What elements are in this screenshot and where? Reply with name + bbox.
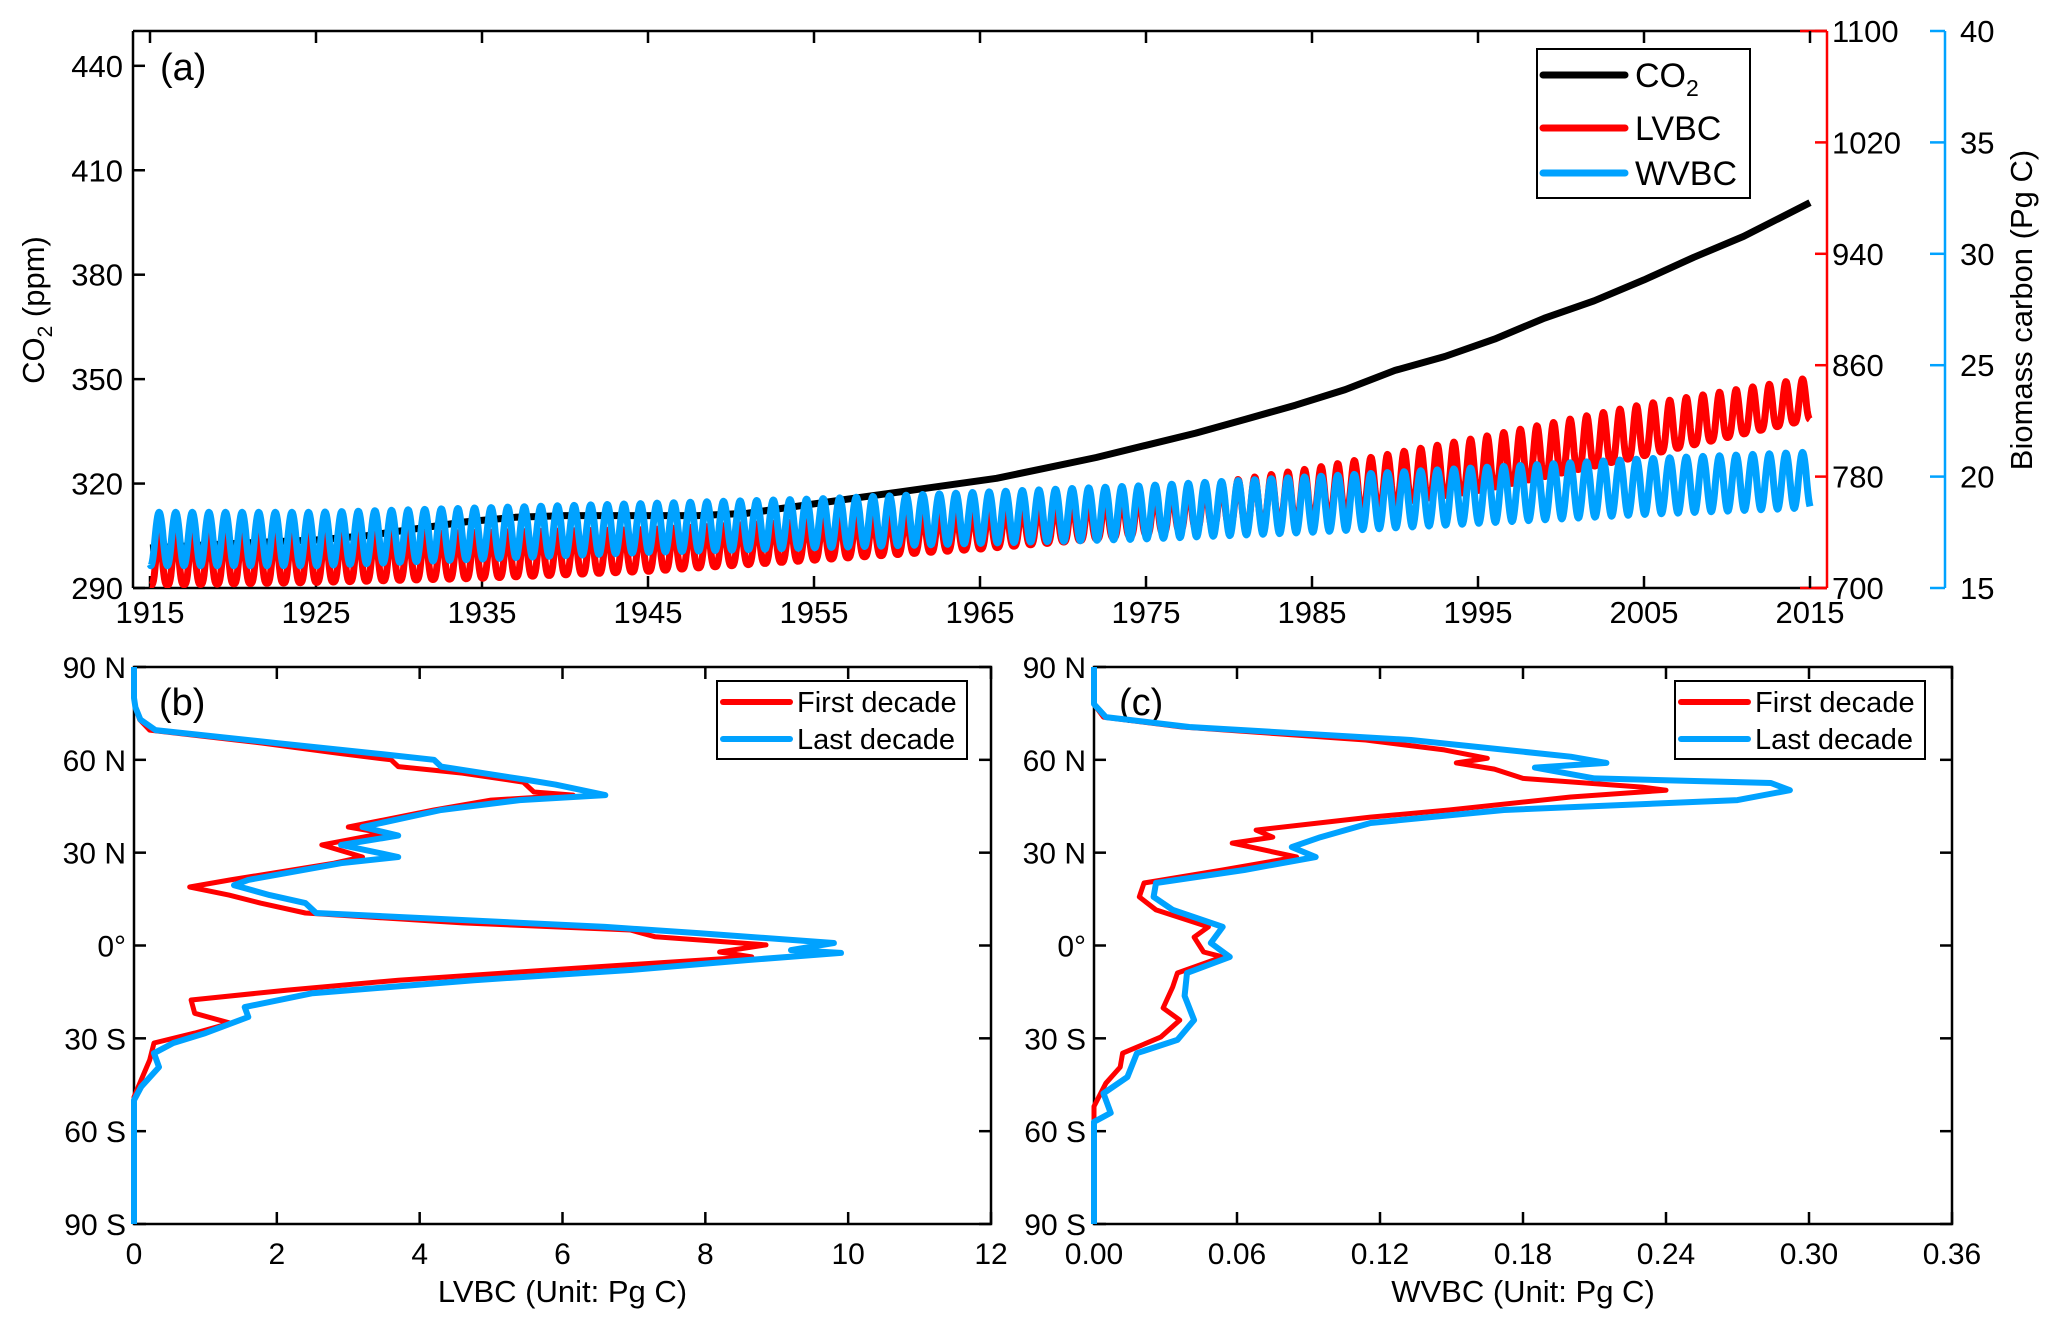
blue-y-tick-label: 35 xyxy=(1960,125,1994,160)
y-tick-label: 90 S xyxy=(64,1209,126,1242)
red-y-tick-label: 780 xyxy=(1832,460,1884,495)
legend-label-co2: CO2 xyxy=(1635,57,1699,101)
y-title-subscript: 2 xyxy=(34,326,57,338)
x-tick-label: 1985 xyxy=(1278,595,1347,630)
x-tick-label: 1975 xyxy=(1112,595,1181,630)
blue-y-tick-label: 20 xyxy=(1960,460,1994,495)
y-tick-label: 60 N xyxy=(1023,745,1086,778)
x-tick-label: 12 xyxy=(974,1238,1007,1271)
blue-y-tick-label: 30 xyxy=(1960,237,1994,272)
legend-label-wvbc: WVBC xyxy=(1635,155,1737,193)
left-y-tick-label: 410 xyxy=(71,153,123,188)
series-first-decade-line xyxy=(131,667,769,1224)
x-tick-label: 1915 xyxy=(116,595,185,630)
legend-label-subscript: 2 xyxy=(1686,75,1699,101)
panel-c-wvbc-latitude-profile: 0.00 0.06 0.12 0.18 0.24 0.30 0.36 90 S 60 S 30 S… xyxy=(1023,652,1982,1309)
x-tick-label: 2015 xyxy=(1776,595,1845,630)
legend-box xyxy=(1674,680,1926,760)
red-y-tick-label: 1100 xyxy=(1832,14,1899,49)
right-y-axis-title: Biomass carbon (Pg C) xyxy=(2004,150,2039,470)
legend-label-first-decade: First decade xyxy=(797,687,957,719)
panel-a-co2-biomass-timeseries: 1915 1925 1935 1945 1955 1965 1975 1985 1995 2005… xyxy=(16,14,2039,630)
series-last-decade-line xyxy=(1091,667,1793,1224)
legend-label-lvbc: LVBC xyxy=(1635,110,1721,148)
x-tick-label: 2005 xyxy=(1610,595,1679,630)
x-tick-label: 10 xyxy=(831,1238,864,1271)
legend: CO2 LVBC WVBC xyxy=(1536,48,1751,199)
x-axis-title: WVBC (Unit: Pg C) xyxy=(1391,1274,1655,1309)
x-tick-label: 0.24 xyxy=(1637,1238,1695,1271)
x-tick-label: 0.18 xyxy=(1494,1238,1552,1271)
y-tick-label: 90 N xyxy=(1023,652,1086,685)
x-tick-label: 1955 xyxy=(780,595,849,630)
blue-y-tick-label: 15 xyxy=(1960,571,1994,606)
x-tick-label: 0.00 xyxy=(1065,1238,1123,1271)
series-wvbc-line xyxy=(146,448,1814,570)
x-tick-label: 0.30 xyxy=(1780,1238,1838,1271)
x-tick-label: 6 xyxy=(554,1238,571,1271)
y-tick-label: 90 S xyxy=(1024,1209,1086,1242)
x-tick-label: 4 xyxy=(411,1238,428,1271)
series-last-decade-line xyxy=(131,667,844,1224)
red-y-tick-label: 860 xyxy=(1832,348,1884,383)
blue-y-tick-label: 25 xyxy=(1960,348,1994,383)
legend-label-main: CO xyxy=(1635,57,1686,95)
x-tick-label: 8 xyxy=(697,1238,714,1271)
y-title-main: CO xyxy=(16,337,51,384)
legend-label-first-decade: First decade xyxy=(1755,687,1915,719)
y-tick-label: 30 S xyxy=(1024,1023,1086,1056)
x-tick-label: 1925 xyxy=(282,595,351,630)
y-title-unit: (ppm) xyxy=(16,236,51,326)
y-tick-label: 30 S xyxy=(64,1023,126,1056)
y-tick-label: 30 N xyxy=(63,838,126,871)
legend: First decade Last decade xyxy=(1674,680,1926,760)
y-tick-label: 60 S xyxy=(1024,1116,1086,1149)
left-y-axis-title: CO2 (ppm) xyxy=(16,236,57,384)
y-tick-label: 30 N xyxy=(1023,838,1086,871)
legend-label-last-decade: Last decade xyxy=(797,724,955,756)
panel-label: (a) xyxy=(160,47,206,89)
panel-b-lvbc-latitude-profile: 0 2 4 6 8 10 12 90 S 60 S 30 S 0° 30 N 60 N 90 N LVBC … xyxy=(63,652,1008,1309)
y-tick-label: 90 N xyxy=(63,652,126,685)
left-y-tick-label: 290 xyxy=(71,571,123,606)
left-y-tick-label: 440 xyxy=(71,49,123,84)
x-tick-label: 2 xyxy=(268,1238,285,1271)
x-tick-label: 1995 xyxy=(1444,595,1513,630)
left-y-tick-label: 320 xyxy=(71,467,123,502)
legend-label-last-decade: Last decade xyxy=(1755,724,1913,756)
red-y-tick-label: 940 xyxy=(1832,237,1884,272)
x-tick-label: 0.12 xyxy=(1351,1238,1409,1271)
y-tick-label: 60 N xyxy=(63,745,126,778)
legend-box xyxy=(716,680,968,760)
panel-label: (b) xyxy=(159,682,205,724)
red-y-tick-label: 1020 xyxy=(1832,125,1901,160)
y-tick-label: 0° xyxy=(97,931,126,964)
legend: First decade Last decade xyxy=(716,680,968,760)
series-first-decade-line xyxy=(1091,667,1669,1224)
x-tick-label: 0 xyxy=(126,1238,143,1271)
x-axis-title: LVBC (Unit: Pg C) xyxy=(438,1274,687,1309)
red-y-tick-label: 700 xyxy=(1832,571,1884,606)
x-tick-label: 1965 xyxy=(946,595,1015,630)
x-tick-label: 0.36 xyxy=(1923,1238,1981,1271)
x-tick-label: 0.06 xyxy=(1208,1238,1266,1271)
series-co2-line xyxy=(149,199,1812,552)
left-y-tick-label: 350 xyxy=(71,362,123,397)
y-tick-label: 0° xyxy=(1057,931,1086,964)
x-tick-label: 1935 xyxy=(448,595,517,630)
x-tick-label: 1945 xyxy=(614,595,683,630)
y-tick-label: 60 S xyxy=(64,1116,126,1149)
left-y-tick-label: 380 xyxy=(71,258,123,293)
blue-y-tick-label: 40 xyxy=(1960,14,1994,49)
